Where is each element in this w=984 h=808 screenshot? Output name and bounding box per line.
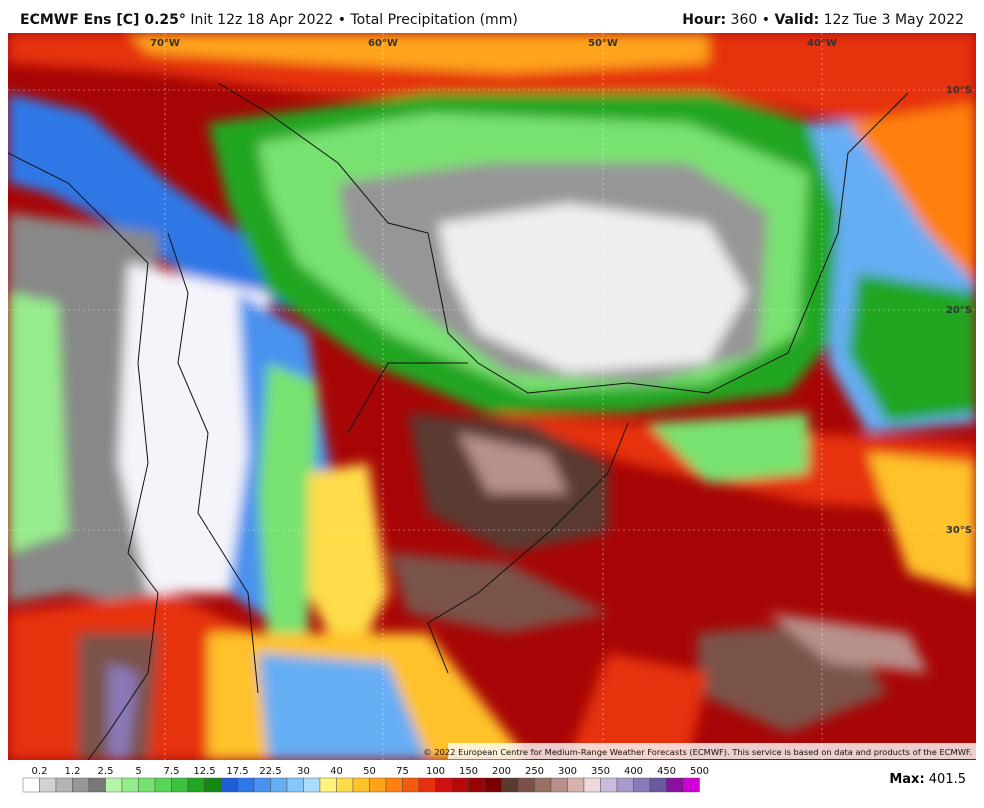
longitude-label: 50°W (588, 38, 618, 49)
colorbar-swatch (501, 777, 519, 793)
colorbar-swatch (369, 777, 387, 793)
longitude-label: 60°W (368, 38, 398, 49)
colorbar-swatch (121, 777, 139, 793)
header-left: ECMWF Ens [C] 0.25° Init 12z 18 Apr 2022… (20, 12, 518, 28)
colorbar-label: 250 (525, 766, 544, 777)
colorbar-label: 200 (492, 766, 511, 777)
colorbar-label: 1.2 (65, 766, 81, 777)
description: Init 12z 18 Apr 2022 • Total Precipitati… (190, 12, 518, 28)
colorbar-swatch (39, 777, 57, 793)
colorbar-label: 150 (459, 766, 478, 777)
colorbar-swatch (451, 777, 469, 793)
colorbar-swatch (237, 777, 255, 793)
colorbar-label: 400 (624, 766, 643, 777)
colorbar-swatch (484, 777, 502, 793)
colorbar: 0.2 1.2 2.5 5 7.5 12.5 17.5 22.5 30 40 50 75 100 150 2… (22, 766, 709, 793)
colorbar-swatch (583, 777, 601, 793)
model: ECMWF Ens [C] 0.25° (20, 12, 186, 28)
longitude-label: 70°W (150, 38, 180, 49)
colorbar-label: 50 (363, 766, 376, 777)
hour-label: Hour: (682, 12, 727, 28)
colorbar-swatch (88, 777, 106, 793)
colorbar-swatch (55, 777, 73, 793)
colorbar-label: 30 (297, 766, 310, 777)
colorbar-swatch (567, 777, 585, 793)
colorbar-swatch (385, 777, 403, 793)
colorbar-label: 75 (396, 766, 409, 777)
colorbar-swatch (616, 777, 634, 793)
colorbar-swatch (319, 777, 337, 793)
colorbar-label: 12.5 (193, 766, 215, 777)
colorbar-label: 500 (690, 766, 709, 777)
precip-map: 70°W 60°W 50°W 40°W 10°S 20°S 30°S © 2022 Europ… (8, 33, 976, 760)
colorbar-swatch (666, 777, 684, 793)
colorbar-swatch (352, 777, 370, 793)
precip-field (8, 33, 976, 760)
latitude-label: 10°S (946, 85, 972, 96)
colorbar-label: 2.5 (98, 766, 114, 777)
colorbar-swatch (336, 777, 354, 793)
colorbar-label: 450 (657, 766, 676, 777)
colorbar-swatch (303, 777, 321, 793)
latitude-label: 20°S (946, 305, 972, 316)
colorbar-swatch (550, 777, 568, 793)
colorbar-swatch (517, 777, 535, 793)
colorbar-label: 300 (558, 766, 577, 777)
colorbar-label: 0.2 (32, 766, 48, 777)
colorbar-swatch (154, 777, 172, 793)
separator: • (761, 12, 770, 28)
borders (8, 82, 909, 760)
colorbar-swatch (600, 777, 618, 793)
colorbar-swatch (105, 777, 123, 793)
colorbar-swatch (649, 777, 667, 793)
colorbar-swatch (286, 777, 304, 793)
colorbar-swatch (171, 777, 189, 793)
colorbar-swatch (138, 777, 156, 793)
colorbar-swatch (435, 777, 453, 793)
colorbar-swatch (220, 777, 238, 793)
colorbar-swatch (633, 777, 651, 793)
latitude-label: 30°S (946, 525, 972, 536)
colorbar-swatch (534, 777, 552, 793)
colorbar-swatch (418, 777, 436, 793)
copyright: © 2022 European Centre for Medium-Range … (423, 747, 972, 757)
colorbar-swatch (402, 777, 420, 793)
colorbar-swatch (187, 777, 205, 793)
colorbar-label: 40 (330, 766, 343, 777)
colorbar-label: 100 (426, 766, 445, 777)
valid: 12z Tue 3 May 2022 (823, 12, 964, 28)
header-right: Hour: 360 • Valid: 12z Tue 3 May 2022 (682, 12, 964, 28)
colorbar-swatch (22, 777, 40, 793)
colorbar-swatch (682, 777, 700, 793)
colorbar-label: 350 (591, 766, 610, 777)
colorbar-label: 17.5 (226, 766, 248, 777)
longitude-label: 40°W (807, 38, 837, 49)
valid-label: Valid: (774, 12, 820, 28)
colorbar-swatch (204, 777, 222, 793)
colorbar-swatch (253, 777, 271, 793)
copyright-bg (448, 743, 976, 759)
colorbar-swatch (270, 777, 288, 793)
colorbar-swatch (468, 777, 486, 793)
max-value: 401.5 (928, 772, 966, 787)
colorbar-label: 22.5 (259, 766, 281, 777)
colorbar-label: 7.5 (164, 766, 180, 777)
max: Max: 401.5 (889, 772, 966, 787)
hour: 360 (730, 12, 758, 28)
colorbar-label: 5 (135, 766, 141, 777)
graticule (8, 33, 976, 760)
colorbar-swatch (72, 777, 90, 793)
max-label: Max: (889, 772, 925, 787)
